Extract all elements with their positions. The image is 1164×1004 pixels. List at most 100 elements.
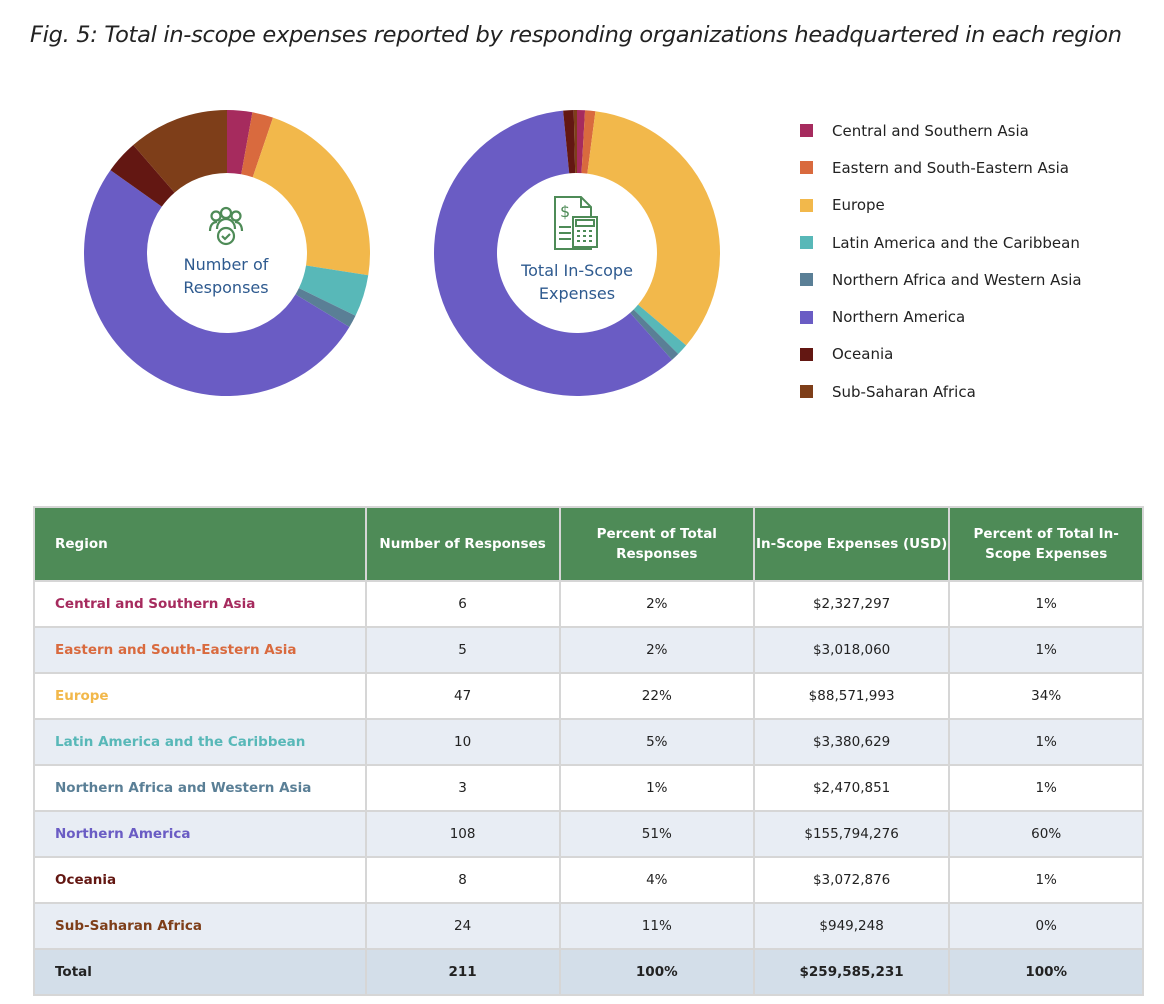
table-cell: $949,248 [752, 902, 951, 950]
table-cell: 1% [948, 580, 1144, 628]
region-name: Europe [33, 672, 367, 720]
table-cell: 8 [364, 856, 561, 904]
column-header: Percent of Total Responses [558, 506, 755, 582]
table-cell: $2,327,297 [752, 580, 951, 628]
table-cell: $3,380,629 [752, 718, 951, 766]
table-cell: 1% [558, 764, 755, 812]
table-row: Northern Africa and Western Asia 3 1% $2,47… [33, 764, 1144, 812]
column-header: Region [33, 506, 367, 582]
table-cell: 24 [364, 902, 561, 950]
figure-title: Fig. 5: Total in-scope expenses reported… [30, 22, 1122, 48]
legend-label: Northern America [832, 308, 966, 327]
legend-swatch [800, 273, 813, 287]
legend-swatch [800, 347, 813, 361]
table-cell: 1% [948, 856, 1144, 904]
legend-item-europe: Europe [800, 187, 1082, 224]
slice-northern-america [83, 170, 350, 397]
slice-oceania [110, 144, 175, 207]
legend-label: Oceania [832, 345, 894, 364]
legend-item-eastern-and-south-eastern-asia: Eastern and South-Eastern Asia [800, 149, 1082, 186]
table-cell: $88,571,993 [752, 672, 951, 720]
table-cell: 1% [948, 764, 1144, 812]
total-cell: Total [33, 948, 367, 996]
slice-central-and-southern-asia [227, 110, 253, 175]
table-row: Latin America and the Caribbean 10 5% $3,38… [33, 718, 1144, 766]
table-row: Eastern and South-Eastern Asia 5 2% $3,018,… [33, 626, 1144, 674]
column-header: In-Scope Expenses (USD) [752, 506, 951, 582]
table-cell: 2% [558, 626, 755, 674]
total-cell: 100% [558, 948, 755, 996]
region-table: Region Number of Responses Percent of Tota… [33, 506, 1144, 996]
legend-swatch [800, 385, 813, 399]
center-label-line2: Responses [183, 278, 269, 297]
table-cell: 47 [364, 672, 561, 720]
legend-label: Latin America and the Caribbean [832, 233, 1080, 252]
total-cell: $259,585,231 [752, 948, 951, 996]
invoice-calculator-icon: $ [554, 196, 598, 250]
legend-item-northern-america: Northern America [800, 298, 1082, 335]
expenses-donut [433, 110, 720, 396]
slice-northern-africa-and-western-asia [295, 288, 356, 327]
table-cell: 60% [948, 810, 1144, 858]
table-cell: 5% [558, 718, 755, 766]
slice-sub-saharan-africa [573, 110, 577, 174]
slice-sub-saharan-africa [133, 110, 227, 193]
legend-item-sub-saharan-africa: Sub-Saharan Africa [800, 373, 1082, 410]
table-cell: 1% [948, 718, 1144, 766]
total-cell: 211 [364, 948, 561, 996]
table-cell: 0% [948, 902, 1144, 950]
table-row: Oceania 8 4% $3,072,876 1% [33, 856, 1144, 904]
people-check-icon [208, 206, 244, 246]
table-cell: $3,018,060 [752, 626, 951, 674]
slice-europe [252, 117, 370, 276]
region-name: Sub-Saharan Africa [33, 902, 367, 950]
region-name: Central and Southern Asia [33, 580, 367, 628]
table-cell: 10 [364, 718, 561, 766]
legend-label: Europe [832, 196, 885, 215]
table-row: Central and Southern Asia 6 2% $2,327,297 1% [33, 580, 1144, 628]
table-cell: 34% [948, 672, 1144, 720]
slice-latin-america-and-the-caribbean [298, 265, 369, 316]
legend-label: Eastern and South-Eastern Asia [832, 158, 1069, 177]
legend: Central and Southern Asia Eastern and Sou… [800, 112, 1082, 410]
table-cell: 22% [558, 672, 755, 720]
center-label-line2: Expenses [538, 284, 616, 303]
table-cell: $155,794,276 [752, 810, 951, 858]
table-cell: $2,470,851 [752, 764, 951, 812]
slice-eastern-and-south-eastern-asia [241, 112, 274, 178]
center-label-line1: Total In-Scope [521, 261, 633, 280]
table-cell: 6 [364, 580, 561, 628]
center-label-line1: Number of [183, 255, 269, 274]
table-cell: 11% [558, 902, 755, 950]
table-cell: 2% [558, 580, 755, 628]
slice-latin-america-and-the-caribbean [633, 304, 687, 355]
total-cell: 100% [948, 948, 1144, 996]
region-name: Northern Africa and Western Asia [33, 764, 367, 812]
table-cell: $3,072,876 [752, 856, 951, 904]
legend-swatch [800, 310, 813, 324]
region-name: Northern America [33, 810, 367, 858]
legend-swatch [800, 198, 813, 212]
region-name: Oceania [33, 856, 367, 904]
slice-central-and-southern-asia [577, 110, 586, 174]
total-row: Total 211 100% $259,585,231 100% [33, 948, 1144, 996]
legend-item-central-and-southern-asia: Central and Southern Asia [800, 112, 1082, 149]
table-cell: 108 [364, 810, 561, 858]
legend-item-latin-america-and-the-caribbean: Latin America and the Caribbean [800, 224, 1082, 261]
table-row: Northern America 108 51% $155,794,276 60% [33, 810, 1144, 858]
legend-item-northern-africa-and-western-asia: Northern Africa and Western Asia [800, 261, 1082, 298]
legend-swatch [800, 161, 813, 175]
column-header: Percent of Total In-Scope Expenses [948, 506, 1144, 582]
legend-swatch [800, 124, 813, 138]
slice-oceania [563, 110, 576, 174]
slice-northern-america [433, 110, 673, 396]
expenses-center: $ Total In-Scope Expenses [497, 195, 657, 305]
slice-northern-africa-and-western-asia [630, 309, 679, 360]
responses-center: Number of Responses [146, 205, 306, 299]
table-cell: 1% [948, 626, 1144, 674]
region-name: Latin America and the Caribbean [33, 718, 367, 766]
legend-swatch [800, 236, 813, 250]
slice-europe [587, 111, 720, 346]
table-cell: 3 [364, 764, 561, 812]
table-row: Europe 47 22% $88,571,993 34% [33, 672, 1144, 720]
